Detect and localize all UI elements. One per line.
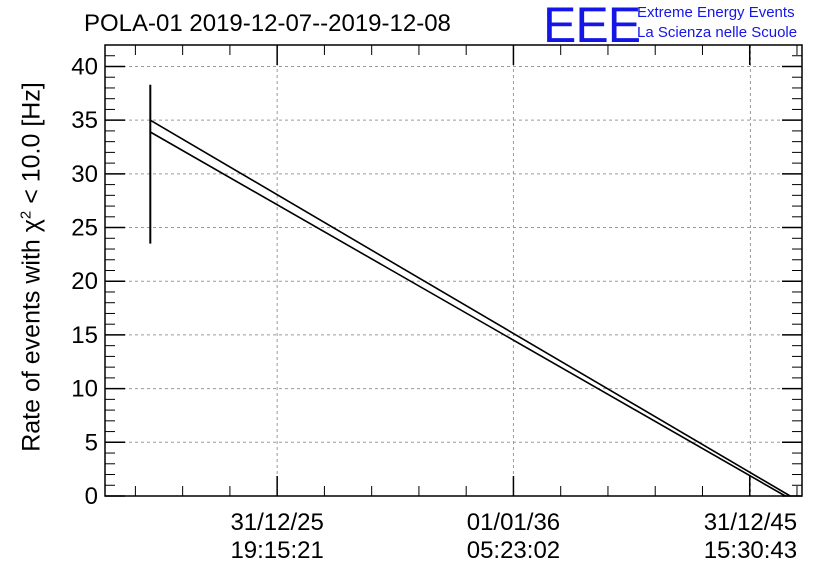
y-tick-label: 15 [71,322,98,349]
x-tick-label-date: 31/12/25 [230,509,323,536]
eee-logo: EEE [543,0,641,53]
y-label-post: < 10.0 [Hz] [17,82,46,211]
y-label-pre: Rate of events with χ [17,219,46,452]
data-series [149,84,791,497]
y-label-sup: 2 [17,210,35,220]
y-tick-label: 10 [71,376,98,403]
logo-caption: Extreme Energy Events La Scienza nelle S… [637,3,797,43]
y-axis-label: Rate of events with χ2 < 10.0 [Hz] [17,82,46,452]
series-line-2 [149,131,786,497]
y-tick-label: 0 [85,483,98,510]
y-tick-label: 35 [71,107,98,134]
x-tick-label-time: 19:15:21 [230,537,323,564]
y-tick-label: 30 [71,161,98,188]
logo-line-1: Extreme Energy Events [637,4,795,21]
y-axis: 0 5 10 15 20 25 30 35 40 [71,44,802,510]
plot-frame [104,44,803,497]
y-tick-label: 20 [71,268,98,295]
series-line-1 [149,119,791,497]
x-tick-label-date: 01/01/36 [467,509,560,536]
x-tick-label-date: 31/12/45 [704,509,797,536]
logo-line-2: La Scienza nelle Scuole [637,24,798,41]
grid-lines [105,45,802,496]
x-tick-label-time: 15:30:43 [704,537,797,564]
y-tick-label: 40 [71,53,98,80]
y-tick-label: 25 [71,215,98,242]
chart-title: POLA-01 2019-12-07--2019-12-08 [84,10,451,37]
x-tick-label-time: 05:23:02 [467,537,560,564]
y-tick-label: 5 [85,429,98,456]
